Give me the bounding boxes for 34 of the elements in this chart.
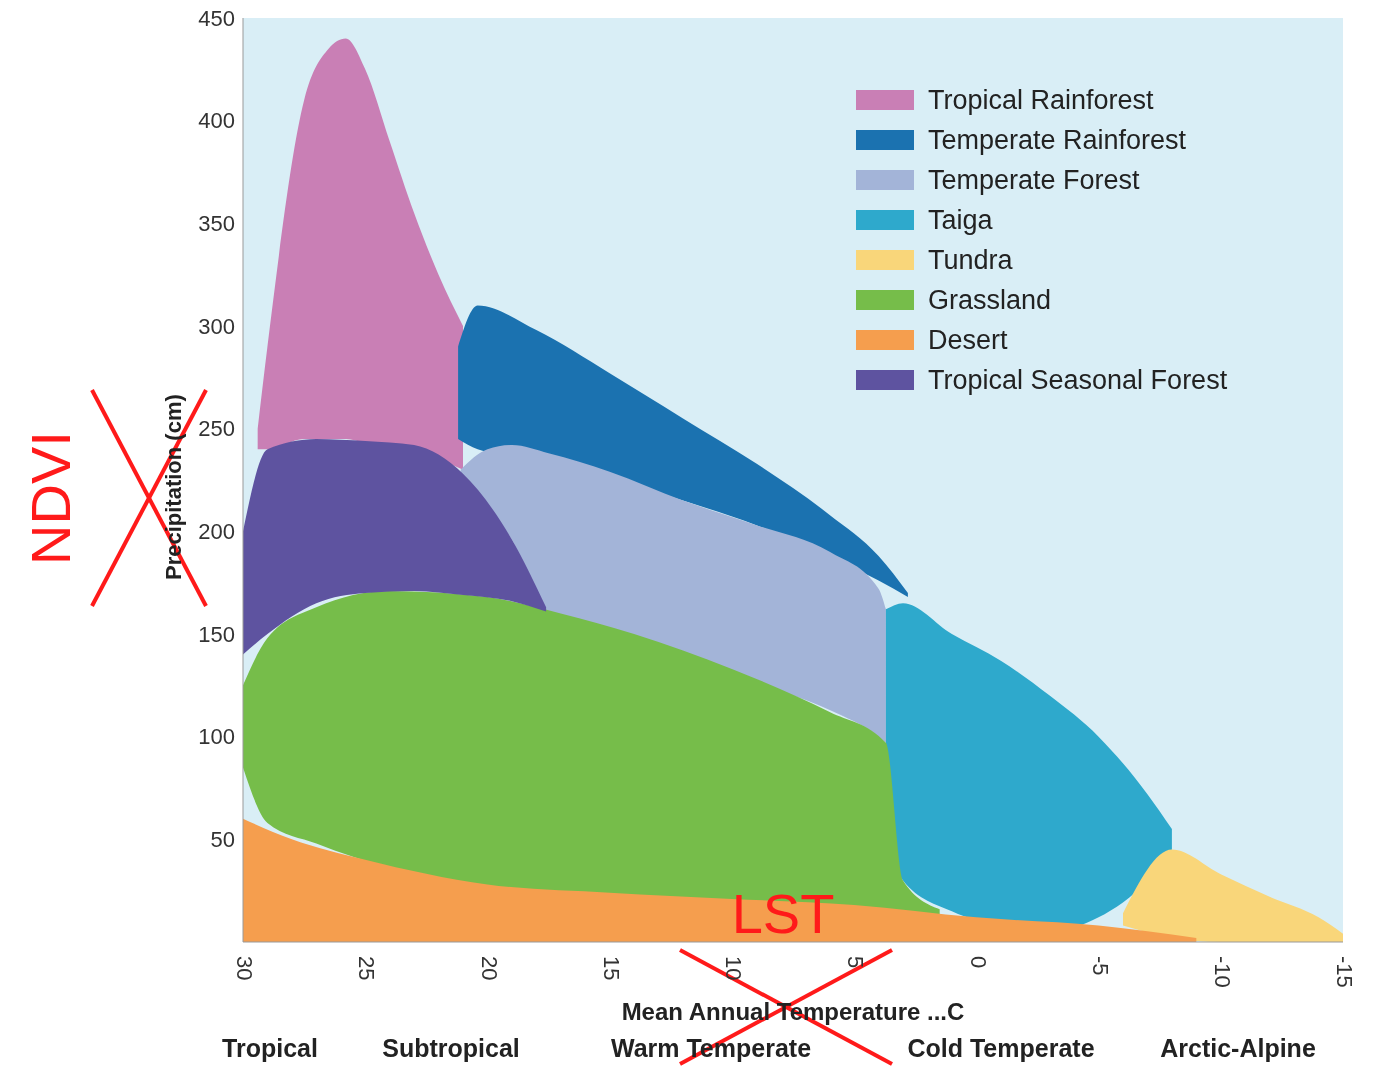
legend-label: Desert: [928, 324, 1008, 356]
y-tick-label: 150: [198, 621, 235, 647]
x-tick-label: -15: [1332, 956, 1358, 988]
y-tick-label: 350: [198, 211, 235, 237]
y-tick-label: 200: [198, 519, 235, 545]
text: NDVI: [17, 431, 83, 565]
y-tick-label: 450: [198, 5, 235, 31]
x-tick-label: 0: [965, 956, 991, 969]
text: Subtropical: [382, 1033, 520, 1063]
annotation: LST: [731, 880, 835, 946]
y-tick-label: 400: [198, 108, 235, 134]
x-tick-label: -5: [1087, 956, 1113, 976]
y-tick-label: 50: [210, 827, 235, 853]
text: Arctic-Alpine: [1160, 1033, 1316, 1063]
x-tick-label: -10: [1209, 956, 1235, 988]
legend-label: Temperate Rainforest: [928, 124, 1187, 156]
y-tick-label: 250: [198, 416, 235, 442]
legend-label: Taiga: [928, 204, 993, 236]
x-tick-label: 10: [721, 956, 747, 981]
y-axis-title: Precipitation (cm): [160, 394, 186, 580]
x-tick-label: 25: [354, 956, 380, 981]
x-tick-label: 15: [598, 956, 624, 981]
y-tick-label: 100: [198, 724, 235, 750]
legend-label: Tropical Rainforest: [928, 84, 1154, 116]
legend-label: Temperate Forest: [928, 164, 1140, 196]
x-tick-label: 20: [476, 956, 502, 981]
text: Tropical: [222, 1033, 318, 1063]
x-tick-label: 30: [232, 956, 258, 981]
legend-label: Tropical Seasonal Forest: [928, 364, 1228, 396]
legend-label: Grassland: [928, 284, 1052, 316]
text: Cold Temperate: [907, 1033, 1095, 1063]
y-tick-label: 300: [198, 313, 235, 339]
legend-label: Tundra: [928, 244, 1013, 276]
x-tick-label: 5: [843, 956, 869, 969]
